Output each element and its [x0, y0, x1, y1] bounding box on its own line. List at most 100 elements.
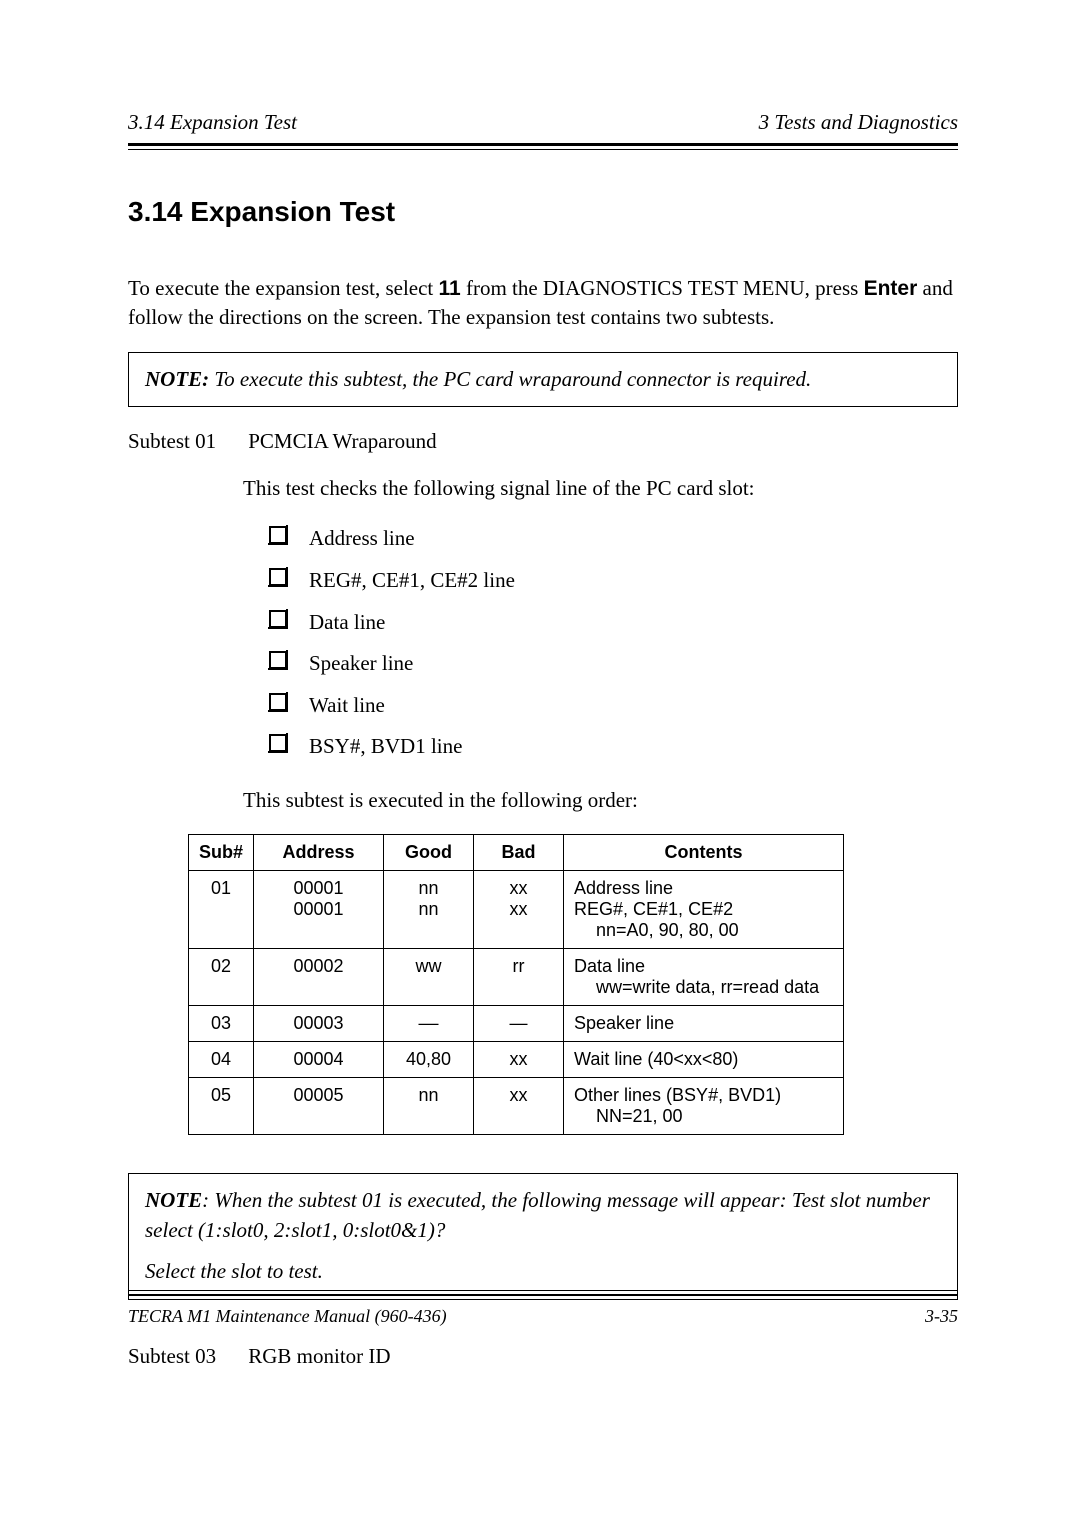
list-item: REG#, CE#1, CE#2 line: [269, 564, 958, 598]
cell-contents: Other lines (BSY#, BVD1)NN=21, 00: [564, 1078, 844, 1135]
contents-line: Speaker line: [574, 1013, 833, 1034]
subtest01-desc2: This subtest is executed in the followin…: [243, 786, 958, 814]
subtest01-desc1: This test checks the following signal li…: [243, 474, 958, 502]
page-footer: TECRA M1 Maintenance Manual (960-436) 3-…: [128, 1290, 958, 1327]
contents-line: REG#, CE#1, CE#2: [574, 899, 833, 920]
th-address: Address: [254, 835, 384, 871]
cell-address: 00004: [254, 1042, 384, 1078]
cell-address: 00003: [254, 1006, 384, 1042]
subtest03-line: Subtest 03 RGB monitor ID: [128, 1344, 958, 1369]
table-row: 0300003––— Speaker line: [189, 1006, 844, 1042]
contents-indent: NN=21, 00: [574, 1106, 833, 1127]
th-bad: Bad: [474, 835, 564, 871]
note1-text: To execute this subtest, the PC card wra…: [209, 367, 811, 391]
checkbox-icon: [269, 526, 287, 544]
checkbox-icon: [269, 734, 287, 752]
cell-contents: Address lineREG#, CE#1, CE#2nn=A0, 90, 8…: [564, 871, 844, 949]
cell-good: nn: [384, 1078, 474, 1135]
table-row: 0200002wwrrData lineww=write data, rr=re…: [189, 949, 844, 1006]
contents-line: Other lines (BSY#, BVD1): [574, 1085, 833, 1106]
contents-indent: ww=write data, rr=read data: [574, 977, 833, 998]
checkbox-icon: [269, 693, 287, 711]
cell-sub: 04: [189, 1042, 254, 1078]
list-item: BSY#, BVD1 line: [269, 730, 958, 764]
cell-bad: xx: [474, 1078, 564, 1135]
cell-address: 00002: [254, 949, 384, 1006]
note2-text1: : When the subtest 01 is executed, the f…: [145, 1188, 930, 1241]
cell-good: ww: [384, 949, 474, 1006]
cell-sub: 02: [189, 949, 254, 1006]
footer-left: TECRA M1 Maintenance Manual (960-436): [128, 1306, 447, 1327]
running-header: 3.14 Expansion Test 3 Tests and Diagnost…: [128, 110, 958, 141]
subtest01-title: PCMCIA Wraparound: [248, 429, 436, 453]
footer-rule-thin: [128, 1290, 958, 1291]
cell-address: 00001 00001: [254, 871, 384, 949]
cell-good: 40,80: [384, 1042, 474, 1078]
intro-paragraph: To execute the expansion test, select 11…: [128, 274, 958, 332]
list-item: Wait line: [269, 689, 958, 723]
checkbox-icon: [269, 651, 287, 669]
list-item-label: Data line: [309, 610, 385, 634]
subtest01-label: Subtest 01: [128, 429, 243, 454]
subtest03-label: Subtest 03: [128, 1344, 243, 1369]
list-item: Speaker line: [269, 647, 958, 681]
note-box-1: NOTE: To execute this subtest, the PC ca…: [128, 352, 958, 407]
cell-address: 00005: [254, 1078, 384, 1135]
cell-contents: Wait line (40<xx<80): [564, 1042, 844, 1078]
cell-good: ––: [384, 1006, 474, 1042]
cell-bad: —: [474, 1006, 564, 1042]
contents-indent: nn=A0, 90, 80, 00: [574, 920, 833, 941]
intro-pre: To execute the expansion test, select: [128, 276, 439, 300]
subtest01-line: Subtest 01 PCMCIA Wraparound: [128, 429, 958, 454]
header-left: 3.14 Expansion Test: [128, 110, 297, 135]
cell-sub: 05: [189, 1078, 254, 1135]
list-item: Data line: [269, 606, 958, 640]
list-item-label: Address line: [309, 526, 415, 550]
th-sub: Sub#: [189, 835, 254, 871]
section-heading: 3.14 Expansion Test: [128, 196, 958, 228]
contents-line: Wait line (40<xx<80): [574, 1049, 833, 1070]
footer-right: 3-35: [925, 1306, 958, 1327]
list-item-label: BSY#, BVD1 line: [309, 734, 462, 758]
checkbox-icon: [269, 568, 287, 586]
intro-select-num: 11: [439, 277, 461, 300]
signal-line-list: Address line REG#, CE#1, CE#2 line Data …: [269, 522, 958, 764]
cell-good: nn nn: [384, 871, 474, 949]
list-item-label: REG#, CE#1, CE#2 line: [309, 568, 515, 592]
list-item: Address line: [269, 522, 958, 556]
table-header-row: Sub# Address Good Bad Contents: [189, 835, 844, 871]
contents-line: Address line: [574, 878, 833, 899]
cell-contents: Data lineww=write data, rr=read data: [564, 949, 844, 1006]
footer-text: TECRA M1 Maintenance Manual (960-436) 3-…: [128, 1306, 958, 1327]
list-item-label: Wait line: [309, 693, 385, 717]
subtest-order-table: Sub# Address Good Bad Contents 0100001 0…: [188, 834, 844, 1135]
th-contents: Contents: [564, 835, 844, 871]
th-good: Good: [384, 835, 474, 871]
cell-bad: xx xx: [474, 871, 564, 949]
intro-enter: Enter: [864, 277, 918, 300]
header-rule-thin: [128, 149, 958, 150]
header-right: 3 Tests and Diagnostics: [759, 110, 958, 135]
page-content: 3.14 Expansion Test 3 Tests and Diagnost…: [128, 110, 958, 1369]
note-box-2: NOTE: When the subtest 01 is executed, t…: [128, 1173, 958, 1299]
contents-line: Data line: [574, 956, 833, 977]
subtest01-body: This test checks the following signal li…: [243, 474, 958, 814]
note1-label: NOTE:: [145, 367, 209, 391]
footer-rule-thick: [128, 1294, 958, 1296]
subtest-table-wrap: Sub# Address Good Bad Contents 0100001 0…: [188, 834, 958, 1135]
header-rule-thick: [128, 143, 958, 146]
cell-bad: rr: [474, 949, 564, 1006]
intro-mid: from the DIAGNOSTICS TEST MENU, press: [461, 276, 864, 300]
checkbox-icon: [269, 610, 287, 628]
cell-sub: 03: [189, 1006, 254, 1042]
note2-label: NOTE: [145, 1188, 202, 1212]
note2-line1: NOTE: When the subtest 01 is executed, t…: [145, 1186, 941, 1245]
cell-bad: xx: [474, 1042, 564, 1078]
note2-line2: Select the slot to test.: [145, 1257, 941, 1286]
table-row: 0100001 00001nn nnxx xxAddress lineREG#,…: [189, 871, 844, 949]
table-row: 040000440,80xx Wait line (40<xx<80): [189, 1042, 844, 1078]
subtest03-title: RGB monitor ID: [248, 1344, 390, 1368]
list-item-label: Speaker line: [309, 651, 413, 675]
cell-contents: Speaker line: [564, 1006, 844, 1042]
table-row: 0500005nnxxOther lines (BSY#, BVD1)NN=21…: [189, 1078, 844, 1135]
